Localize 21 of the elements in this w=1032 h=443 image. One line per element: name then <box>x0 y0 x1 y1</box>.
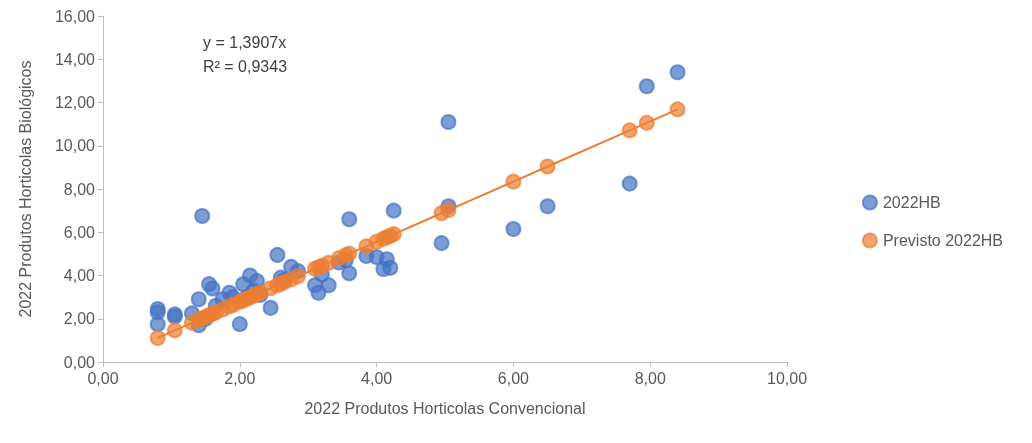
y-tick-label: 16,00 <box>54 7 96 25</box>
y-tick-label: 10,00 <box>54 137 96 155</box>
y-tick-label: 6,00 <box>63 223 96 241</box>
y-tick-label: 12,00 <box>54 94 96 111</box>
x-tick-label: 10,00 <box>766 369 808 387</box>
x-tick-label: 6,00 <box>497 369 530 387</box>
y-tick-label: 14,00 <box>54 50 96 68</box>
legend-label: Previsto 2022HB <box>882 232 1003 249</box>
y-tick-label: 0,00 <box>63 353 96 371</box>
legend-label: 2022HB <box>882 194 941 211</box>
y-tick-label: 8,00 <box>63 180 96 198</box>
x-tick-label: 4,00 <box>361 369 393 387</box>
x-tick-label: 0,00 <box>87 369 119 387</box>
annotation: R² = 0,9343 <box>203 57 288 75</box>
x-tick-label: 2,00 <box>224 369 256 387</box>
x-tick-label: 8,00 <box>634 369 666 387</box>
x-axis-title: 2022 Produtos Horticolas Convencional <box>304 399 586 417</box>
y-axis-title: 2022 Produtos Horticolas Biológicos <box>16 60 34 318</box>
y-tick-label: 4,00 <box>63 267 96 284</box>
annotation: y = 1,3907x <box>203 33 287 51</box>
y-tick-label: 2,00 <box>63 310 96 328</box>
